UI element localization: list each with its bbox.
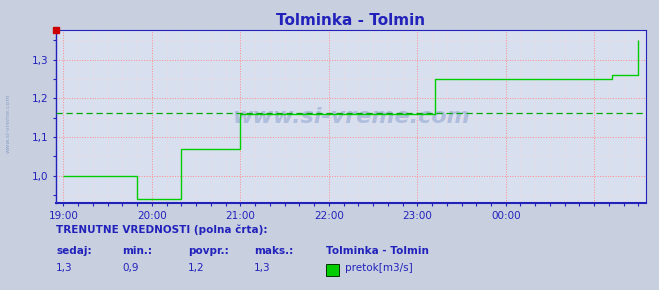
Text: maks.:: maks.: <box>254 246 293 256</box>
Text: 1,3: 1,3 <box>254 263 270 273</box>
Text: pretok[m3/s]: pretok[m3/s] <box>345 263 413 273</box>
Title: Tolminka - Tolmin: Tolminka - Tolmin <box>276 13 426 28</box>
Text: 1,2: 1,2 <box>188 263 204 273</box>
Text: TRENUTNE VREDNOSTI (polna črta):: TRENUTNE VREDNOSTI (polna črta): <box>56 225 268 235</box>
Text: 0,9: 0,9 <box>122 263 138 273</box>
Text: min.:: min.: <box>122 246 152 256</box>
Text: www.si-vreme.com: www.si-vreme.com <box>232 107 470 127</box>
Text: 1,3: 1,3 <box>56 263 72 273</box>
Text: www.si-vreme.com: www.si-vreme.com <box>6 93 11 153</box>
Text: Tolminka - Tolmin: Tolminka - Tolmin <box>326 246 429 256</box>
Text: sedaj:: sedaj: <box>56 246 92 256</box>
Text: povpr.:: povpr.: <box>188 246 229 256</box>
